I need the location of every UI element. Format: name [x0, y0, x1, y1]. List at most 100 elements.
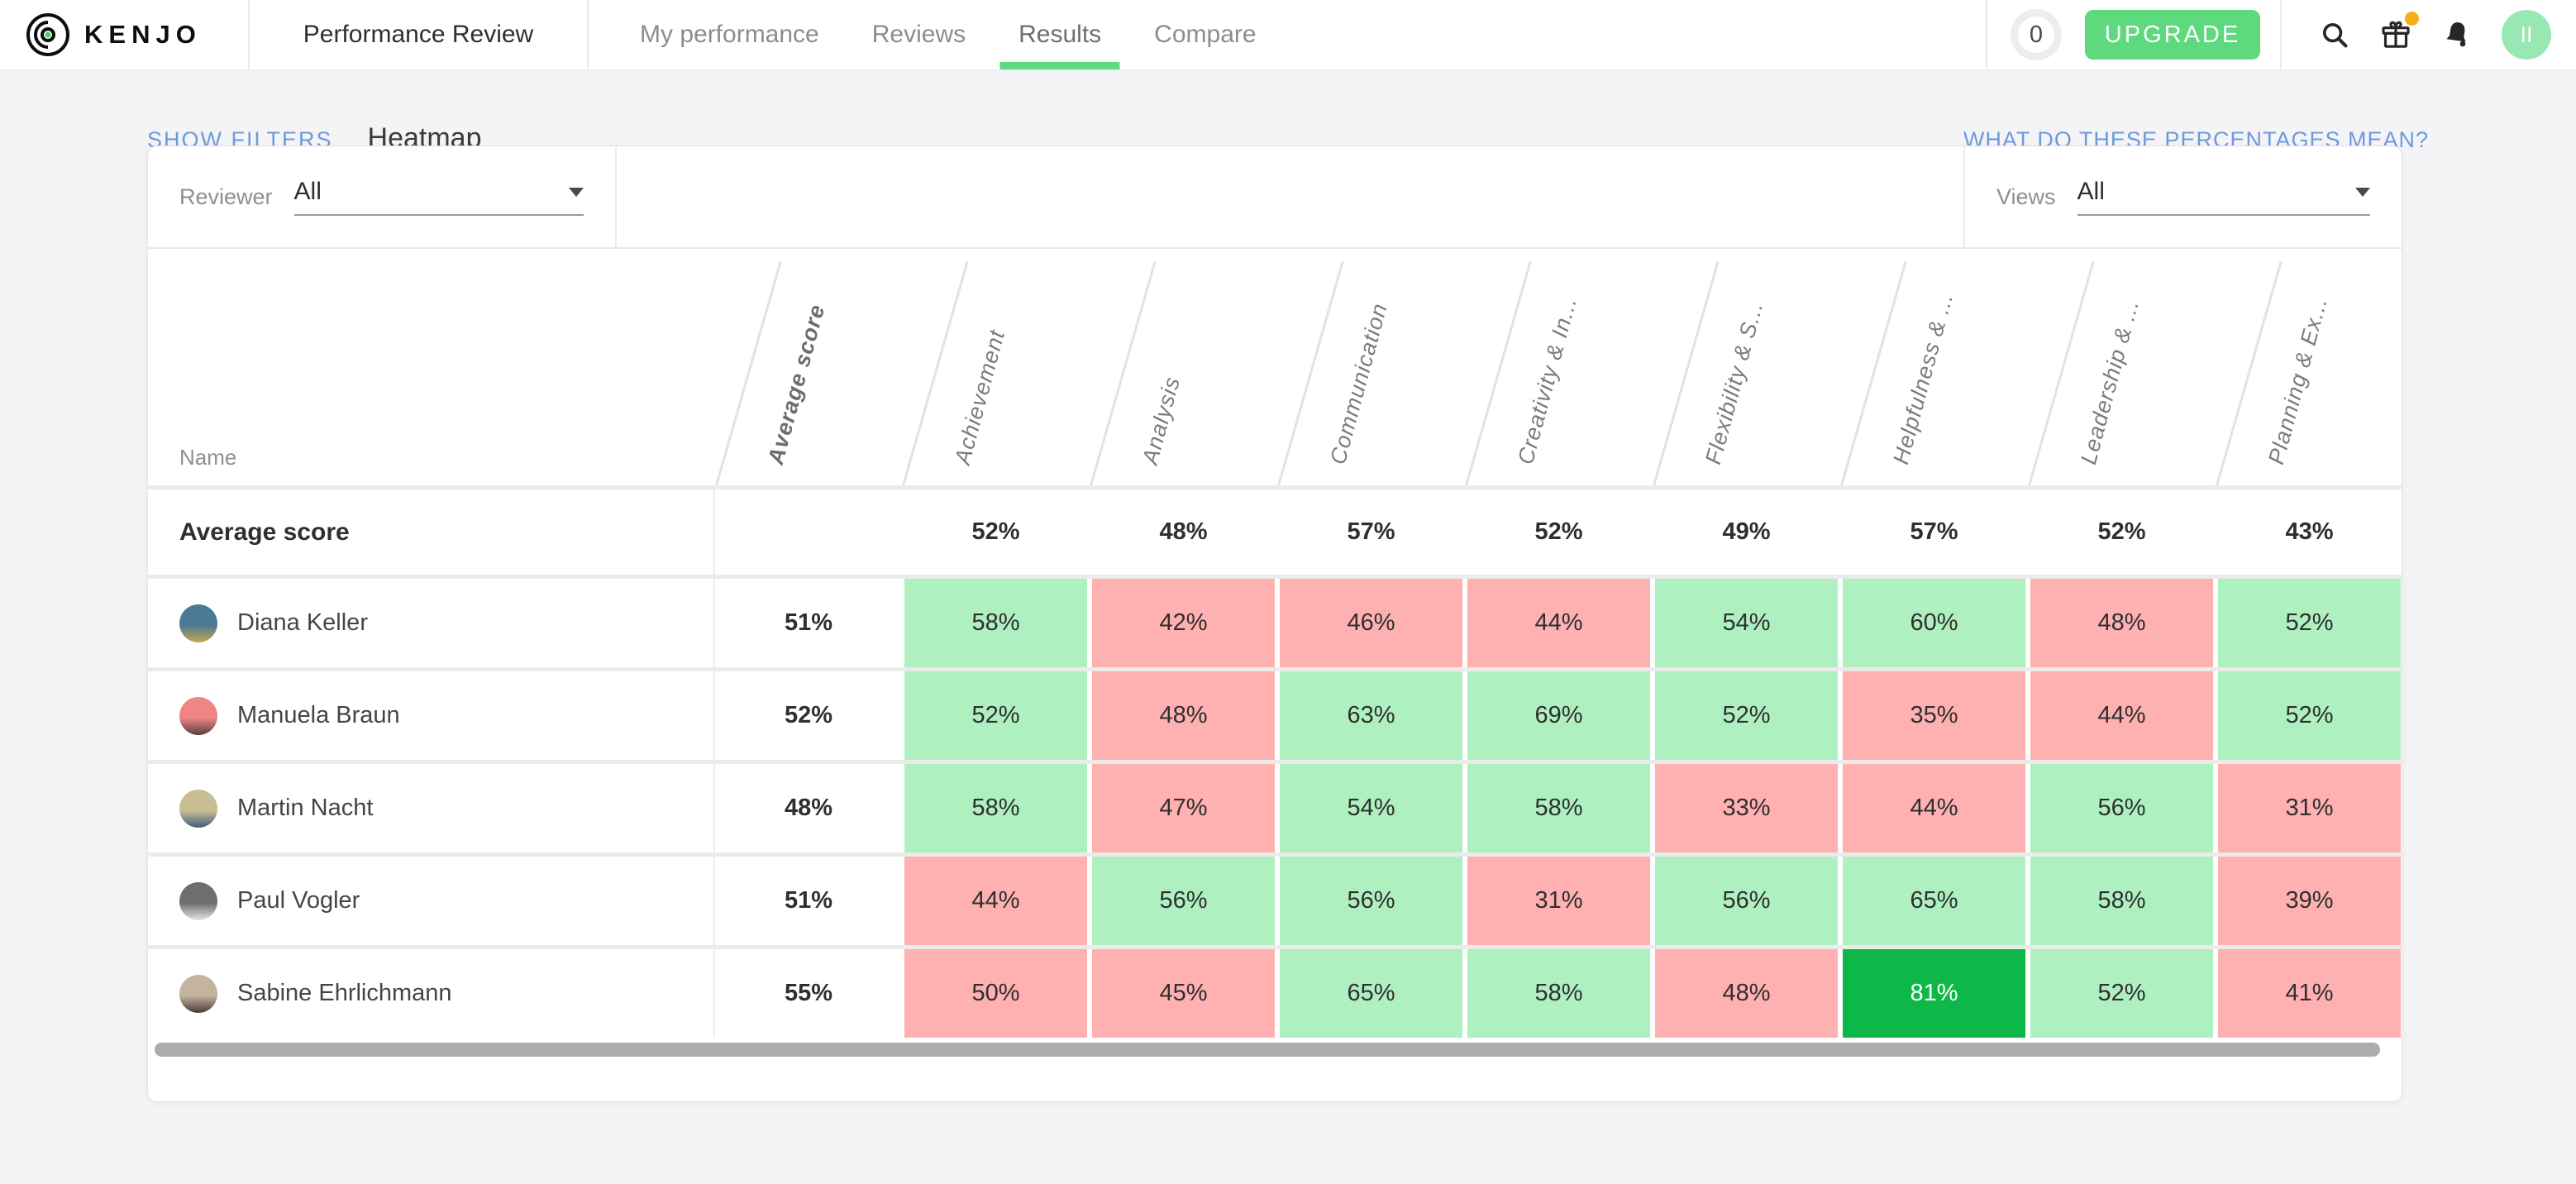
- tab-my-performance[interactable]: My performance: [640, 21, 819, 48]
- column-header-category: Planning & Ex...: [2264, 294, 2332, 467]
- average-row-label: Average score: [148, 489, 715, 575]
- horizontal-scrollbar[interactable]: [155, 1043, 2380, 1057]
- heatmap-cell: 58%: [1467, 764, 1650, 852]
- heatmap-cell: 58%: [2030, 857, 2213, 945]
- employee-average-score: 48%: [784, 795, 833, 821]
- heatmap-cell: 65%: [1843, 857, 2025, 945]
- heatmap-cell: 39%: [2218, 857, 2401, 945]
- search-icon[interactable]: [2318, 18, 2351, 51]
- table-row: Sabine Ehrlichmann 55% 50% 45% 65% 58% 48% 81% 5…: [148, 945, 2402, 1038]
- app-title: Performance Review: [303, 21, 534, 48]
- heatmap-cell: 65%: [1280, 949, 1462, 1038]
- heatmap-cell: 60%: [1843, 579, 2025, 667]
- heatmap-cell: 56%: [1092, 857, 1275, 945]
- heatmap-cell: 47%: [1092, 764, 1275, 852]
- heatmap-cell: 58%: [904, 579, 1087, 667]
- heatmap-cell: 48%: [2030, 579, 2213, 667]
- bell-icon[interactable]: [2440, 18, 2473, 51]
- kenjo-logo-icon: [26, 13, 69, 56]
- heatmap-cell: 31%: [1467, 857, 1650, 945]
- heatmap-cell: 41%: [2218, 949, 2401, 1038]
- heatmap-cell: 44%: [904, 857, 1087, 945]
- average-row-empty-cell: [715, 489, 902, 575]
- heatmap-column-headers: Name Average score Achievement Analysis Com…: [148, 249, 2402, 485]
- heatmap-cell: 48%: [1655, 949, 1838, 1038]
- heatmap-cell: 44%: [1843, 764, 2025, 852]
- heatmap-cell: 44%: [2030, 671, 2213, 760]
- heatmap-cell: 35%: [1843, 671, 2025, 760]
- column-header-category: Leadership & ...: [2076, 296, 2144, 467]
- heatmap-cell: 81%: [1843, 949, 2025, 1038]
- column-header-category: Creativity & In...: [1513, 294, 1582, 467]
- divider: [248, 0, 250, 69]
- heatmap-cell: 54%: [1280, 764, 1462, 852]
- tab-bar: My performance Reviews Results Compare: [640, 0, 1257, 69]
- reviewer-select[interactable]: All: [293, 178, 584, 216]
- average-row-value: 48%: [1159, 518, 1208, 545]
- heatmap-cell: 31%: [2218, 764, 2401, 852]
- divider: [1986, 0, 1987, 69]
- tab-reviews[interactable]: Reviews: [871, 21, 966, 48]
- avatar: [179, 974, 217, 1013]
- column-header-category: Analysis: [1138, 374, 1185, 467]
- employee-name: Martin Nacht: [237, 795, 374, 821]
- average-score-row: Average score 52% 48% 57% 52% 49% 57% 52% 43%: [148, 485, 2402, 575]
- top-bar: KENJO Performance Review My performance R…: [0, 0, 2576, 71]
- heatmap-cell: 52%: [904, 671, 1087, 760]
- views-filter: Views All: [1963, 146, 2402, 247]
- column-header-category: Helpfulness & ...: [1888, 289, 1958, 467]
- table-row: Manuela Braun 52% 52% 48% 63% 69% 52% 35% 44% 52%: [148, 667, 2402, 760]
- user-avatar[interactable]: II: [2502, 10, 2551, 60]
- heatmap-cell: 54%: [1655, 579, 1838, 667]
- tab-results[interactable]: Results: [1018, 0, 1101, 69]
- employee-name: Manuela Braun: [237, 702, 400, 728]
- divider: [587, 0, 589, 69]
- heatmap-cell: 56%: [2030, 764, 2213, 852]
- avatar: [179, 789, 217, 828]
- heatmap-cell: 56%: [1655, 857, 1838, 945]
- reviewer-value: All: [293, 178, 322, 205]
- page-header: SHOW FILTERS Heatmap WHAT DO THESE PERCE…: [0, 71, 2576, 154]
- avatar: [179, 696, 217, 735]
- heatmap-cell: 69%: [1467, 671, 1650, 760]
- brand[interactable]: KENJO: [0, 12, 248, 58]
- credits-counter[interactable]: 0: [2011, 9, 2062, 60]
- column-header-category: Flexibility & S...: [1701, 298, 1768, 467]
- topbar-right: 0 UPGRADE II: [1986, 0, 2576, 69]
- average-row-label-text: Average score: [179, 518, 350, 546]
- employee-name: Sabine Ehrlichmann: [237, 980, 452, 1006]
- heatmap-cell: 46%: [1280, 579, 1462, 667]
- filter-row: Reviewer All Views All: [148, 146, 2402, 249]
- heatmap-cell: 52%: [1655, 671, 1838, 760]
- table-row: Paul Vogler 51% 44% 56% 56% 31% 56% 65% 58% 39%: [148, 852, 2402, 945]
- upgrade-button[interactable]: UPGRADE: [2085, 10, 2260, 60]
- employee-name-cell[interactable]: Diana Keller: [148, 579, 715, 667]
- heatmap-cell: 52%: [2030, 949, 2213, 1038]
- heatmap-card: Reviewer All Views All Name Average scor…: [147, 146, 2402, 1102]
- employee-name-cell[interactable]: Martin Nacht: [148, 764, 715, 852]
- employee-name-cell[interactable]: Manuela Braun: [148, 671, 715, 760]
- views-select[interactable]: All: [2077, 178, 2370, 216]
- employee-name: Diana Keller: [237, 609, 368, 636]
- heatmap-cell: 45%: [1092, 949, 1275, 1038]
- employee-name-cell[interactable]: Paul Vogler: [148, 857, 715, 945]
- average-row-value: 57%: [1910, 518, 1958, 545]
- employee-name: Paul Vogler: [237, 887, 360, 914]
- brand-name: KENJO: [84, 20, 202, 49]
- tab-compare[interactable]: Compare: [1154, 21, 1257, 48]
- reviewer-filter: Reviewer All: [148, 146, 617, 247]
- heatmap-cell: 58%: [1467, 949, 1650, 1038]
- gift-icon[interactable]: [2379, 12, 2419, 51]
- employee-name-cell[interactable]: Sabine Ehrlichmann: [148, 949, 715, 1038]
- icon-cluster: II: [2280, 0, 2576, 69]
- views-value: All: [2077, 178, 2105, 205]
- views-label: Views: [1996, 184, 2056, 209]
- heatmap-body: Average score 52% 48% 57% 52% 49% 57% 52% 43% Dia…: [148, 485, 2402, 1038]
- average-row-value: 49%: [1722, 518, 1771, 545]
- heatmap-cell: 42%: [1092, 579, 1275, 667]
- heatmap-cell: 52%: [2218, 579, 2401, 667]
- employee-average-score: 51%: [784, 887, 833, 914]
- heatmap-cell: 33%: [1655, 764, 1838, 852]
- heatmap-cell: 58%: [904, 764, 1087, 852]
- heatmap-cell: 50%: [904, 949, 1087, 1038]
